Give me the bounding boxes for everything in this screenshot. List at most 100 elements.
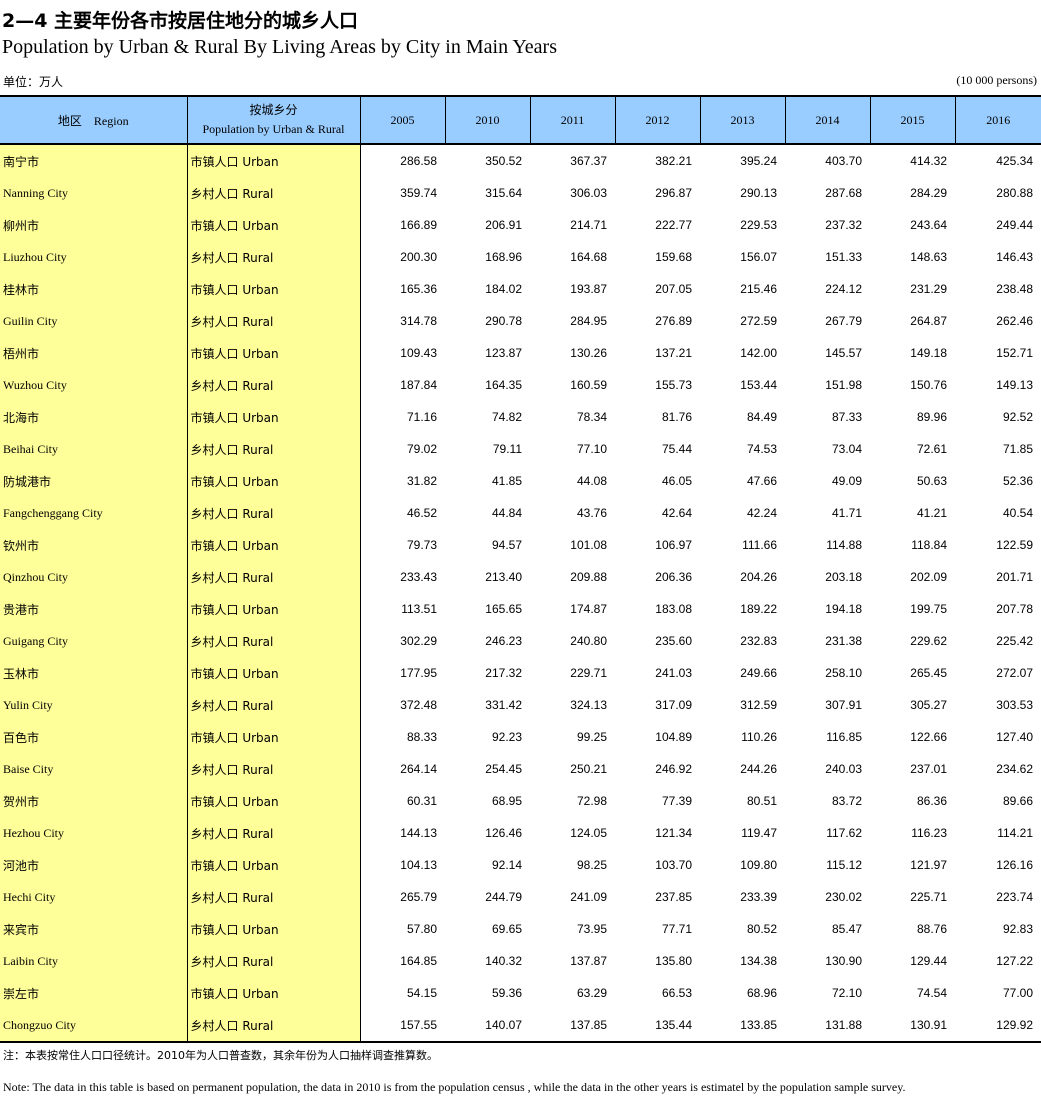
value-cell-2005: 177.95 bbox=[359, 657, 445, 689]
value-cell-2012: 77.39 bbox=[661, 794, 692, 808]
header-year-2013: 2013 bbox=[699, 95, 785, 145]
value-cell-2013: 47.66 bbox=[746, 474, 777, 488]
value-cell-2016: 223.74 bbox=[996, 890, 1033, 904]
value-cell-2011: 63.29 bbox=[576, 986, 607, 1000]
header-year-2010: 2010 bbox=[444, 95, 530, 145]
value-cell-2015: 122.66 bbox=[910, 730, 947, 744]
value-cell-2013: 42.24 bbox=[746, 506, 777, 520]
region-cell: Beihai City bbox=[0, 433, 187, 465]
table-row: 柳州市 市镇人口 Urban 166.89 206.91 214.71 222.77 229… bbox=[0, 209, 1041, 241]
table-row: 贵港市 市镇人口 Urban 113.51 165.65 174.87 183.08 189… bbox=[0, 593, 1041, 625]
table-row: Qinzhou City 乡村人口 Rural 233.43 213.40 209.88… bbox=[0, 561, 1041, 593]
value-cell-2016: 129.92 bbox=[955, 1009, 1041, 1043]
value-cell-2015: 414.32 bbox=[910, 154, 947, 168]
value-cell-2014: 72.10 bbox=[831, 986, 862, 1000]
value-cell-2012: 103.70 bbox=[655, 858, 692, 872]
table-row: 玉林市 市镇人口 Urban 177.95 217.32 229.71 241.03 249… bbox=[0, 657, 1041, 689]
value-cell-2005: 265.79 bbox=[359, 881, 445, 913]
value-cell-2010: 44.84 bbox=[491, 506, 522, 520]
value-cell-2013: 272.59 bbox=[740, 314, 777, 328]
region-cell: Hezhou City bbox=[0, 817, 187, 849]
value-cell-2015: 89.96 bbox=[916, 410, 947, 424]
value-cell-2011: 324.13 bbox=[570, 698, 607, 712]
value-cell-2015: 225.71 bbox=[910, 890, 947, 904]
value-cell-2011: 137.87 bbox=[570, 954, 607, 968]
value-cell-2016: 126.16 bbox=[996, 858, 1033, 872]
header-category: 按城乡分 Population by Urban & Rural bbox=[186, 95, 360, 145]
value-cell-2011: 229.71 bbox=[570, 666, 607, 680]
header-year-2005: 2005 bbox=[359, 95, 445, 145]
value-cell-2012: 183.08 bbox=[655, 602, 692, 616]
table-row: 来宾市 市镇人口 Urban 57.80 69.65 73.95 77.71 80.52 85… bbox=[0, 913, 1041, 945]
value-cell-2012: 137.21 bbox=[655, 346, 692, 360]
value-cell-2010: 350.52 bbox=[485, 154, 522, 168]
table-row: Guigang City 乡村人口 Rural 302.29 246.23 240.80… bbox=[0, 625, 1041, 657]
table-row: 贺州市 市镇人口 Urban 60.31 68.95 72.98 77.39 80.51 83… bbox=[0, 785, 1041, 817]
value-cell-2014: 145.57 bbox=[825, 346, 862, 360]
value-cell-2005: 302.29 bbox=[359, 625, 445, 657]
value-cell-2005: 286.58 bbox=[359, 144, 445, 177]
category-cell: 乡村人口 Rural bbox=[186, 305, 360, 337]
value-cell-2015: 86.36 bbox=[916, 794, 947, 808]
value-cell-2011: 77.10 bbox=[576, 442, 607, 456]
value-cell-2015: 50.63 bbox=[916, 474, 947, 488]
value-cell-2015: 305.27 bbox=[910, 698, 947, 712]
value-cell-2014: 287.68 bbox=[825, 186, 862, 200]
region-cell: 桂林市 bbox=[0, 273, 187, 305]
value-cell-2011: 98.25 bbox=[576, 858, 607, 872]
value-cell-2015: 199.75 bbox=[910, 602, 947, 616]
value-cell-2014: 83.72 bbox=[831, 794, 862, 808]
value-cell-2015: 237.01 bbox=[910, 762, 947, 776]
region-cell: 崇左市 bbox=[0, 977, 187, 1009]
table-row: 桂林市 市镇人口 Urban 165.36 184.02 193.87 207.05 215… bbox=[0, 273, 1041, 305]
value-cell-2012: 81.76 bbox=[661, 410, 692, 424]
value-cell-2016: 207.78 bbox=[996, 602, 1033, 616]
value-cell-2014: 116.85 bbox=[826, 730, 862, 744]
region-cell: 钦州市 bbox=[0, 529, 187, 561]
value-cell-2011: 240.80 bbox=[570, 634, 607, 648]
region-cell: 梧州市 bbox=[0, 337, 187, 369]
value-cell-2010: 165.65 bbox=[485, 602, 522, 616]
category-cell: 乡村人口 Rural bbox=[186, 497, 360, 529]
table-title-en: Population by Urban & Rural By Living Ar… bbox=[2, 36, 557, 58]
value-cell-2012: 235.60 bbox=[655, 634, 692, 648]
value-cell-2011: 73.95 bbox=[576, 922, 607, 936]
value-cell-2012: 135.44 bbox=[615, 1009, 700, 1043]
value-cell-2010: 140.07 bbox=[445, 1009, 530, 1043]
value-cell-2010: 315.64 bbox=[485, 186, 522, 200]
table-row: Chongzuo City 乡村人口 Rural 157.55 140.07 137.8… bbox=[0, 1009, 1041, 1043]
category-cell: 市镇人口 Urban bbox=[186, 977, 360, 1009]
table-row: Liuzhou City 乡村人口 Rural 200.30 168.96 164.68… bbox=[0, 241, 1041, 273]
category-cell: 市镇人口 Urban bbox=[186, 273, 360, 305]
category-cell: 市镇人口 Urban bbox=[186, 913, 360, 945]
category-cell: 乡村人口 Rural bbox=[186, 817, 360, 849]
table-row: Nanning City 乡村人口 Rural 359.74 315.64 306.03… bbox=[0, 177, 1041, 209]
value-cell-2005: 314.78 bbox=[359, 305, 445, 337]
table-row: Hezhou City 乡村人口 Rural 144.13 126.46 124.05 1… bbox=[0, 817, 1041, 849]
value-cell-2013: 74.53 bbox=[746, 442, 777, 456]
value-cell-2012: 206.36 bbox=[655, 570, 692, 584]
value-cell-2015: 202.09 bbox=[910, 570, 947, 584]
value-cell-2016: 280.88 bbox=[996, 186, 1033, 200]
value-cell-2014: 115.12 bbox=[826, 858, 862, 872]
value-cell-2005: 60.31 bbox=[359, 785, 445, 817]
value-cell-2013: 215.46 bbox=[740, 282, 777, 296]
header-year-2015: 2015 bbox=[869, 95, 955, 145]
value-cell-2010: 213.40 bbox=[485, 570, 522, 584]
value-cell-2016: 114.21 bbox=[997, 826, 1033, 840]
value-cell-2013: 80.52 bbox=[746, 922, 777, 936]
category-cell: 市镇人口 Urban bbox=[186, 721, 360, 753]
value-cell-2010: 290.78 bbox=[485, 314, 522, 328]
value-cell-2014: 87.33 bbox=[831, 410, 862, 424]
value-cell-2013: 156.07 bbox=[740, 250, 777, 264]
footnote-en: Note: The data in this table is based on… bbox=[3, 1080, 906, 1094]
value-cell-2013: 80.51 bbox=[746, 794, 777, 808]
table-row: 梧州市 市镇人口 Urban 109.43 123.87 130.26 137.21 142… bbox=[0, 337, 1041, 369]
value-cell-2011: 193.87 bbox=[570, 282, 607, 296]
category-cell: 乡村人口 Rural bbox=[186, 241, 360, 273]
table-row: 北海市 市镇人口 Urban 71.16 74.82 78.34 81.76 84.49 87… bbox=[0, 401, 1041, 433]
value-cell-2005: 113.51 bbox=[359, 593, 445, 625]
value-cell-2016: 152.71 bbox=[996, 346, 1033, 360]
value-cell-2011: 130.26 bbox=[570, 346, 607, 360]
value-cell-2013: 395.24 bbox=[740, 154, 777, 168]
